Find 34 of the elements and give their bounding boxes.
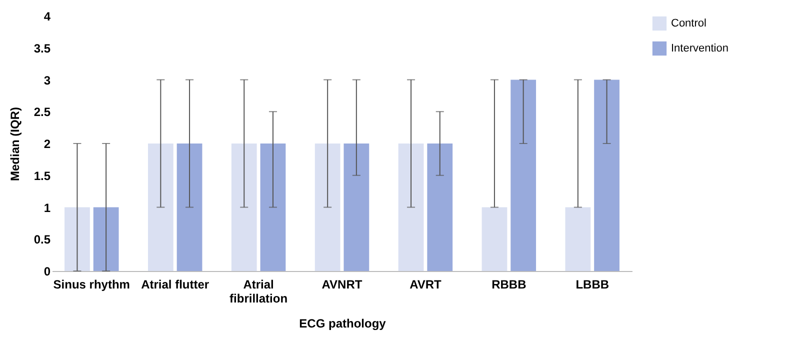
bar — [64, 207, 90, 271]
x-axis-title: ECG pathology — [299, 316, 386, 330]
y-tick-label: 1 — [44, 200, 51, 215]
bar — [510, 80, 536, 271]
y-tick-label: 2 — [44, 137, 51, 151]
y-tick-label: 4 — [44, 10, 51, 24]
x-tick-label: LBBB — [576, 278, 610, 292]
y-tick-label: 0 — [44, 264, 51, 278]
x-tick-label: AVNRT — [322, 278, 363, 292]
bar — [176, 144, 202, 271]
bar — [594, 80, 620, 271]
y-tick-label: 0.5 — [34, 232, 51, 247]
bar — [148, 144, 174, 271]
bar — [427, 144, 453, 271]
y-tick-label: 2.5 — [34, 105, 51, 120]
bar — [231, 144, 257, 271]
y-tick-label: 3.5 — [34, 41, 51, 56]
bar — [93, 207, 119, 271]
x-tick-label: Atrial fibrillation — [230, 278, 288, 306]
bar — [314, 144, 340, 271]
x-tick-label: Sinus rhythm — [53, 278, 130, 292]
legend-label: Control — [671, 18, 706, 30]
x-tick-label: Atrial flutter — [141, 278, 210, 292]
bar — [260, 144, 286, 271]
bar — [565, 207, 591, 271]
bar — [398, 144, 424, 271]
y-axis-title: Median (IQR) — [8, 107, 22, 181]
y-tick-label: 1.5 — [34, 168, 51, 183]
x-tick-label: AVRT — [410, 278, 442, 292]
legend-label: Intervention — [671, 42, 728, 54]
x-tick-label: RBBB — [492, 278, 527, 292]
y-tick-label: 3 — [44, 73, 51, 88]
bar — [344, 144, 370, 271]
bar — [482, 207, 508, 271]
